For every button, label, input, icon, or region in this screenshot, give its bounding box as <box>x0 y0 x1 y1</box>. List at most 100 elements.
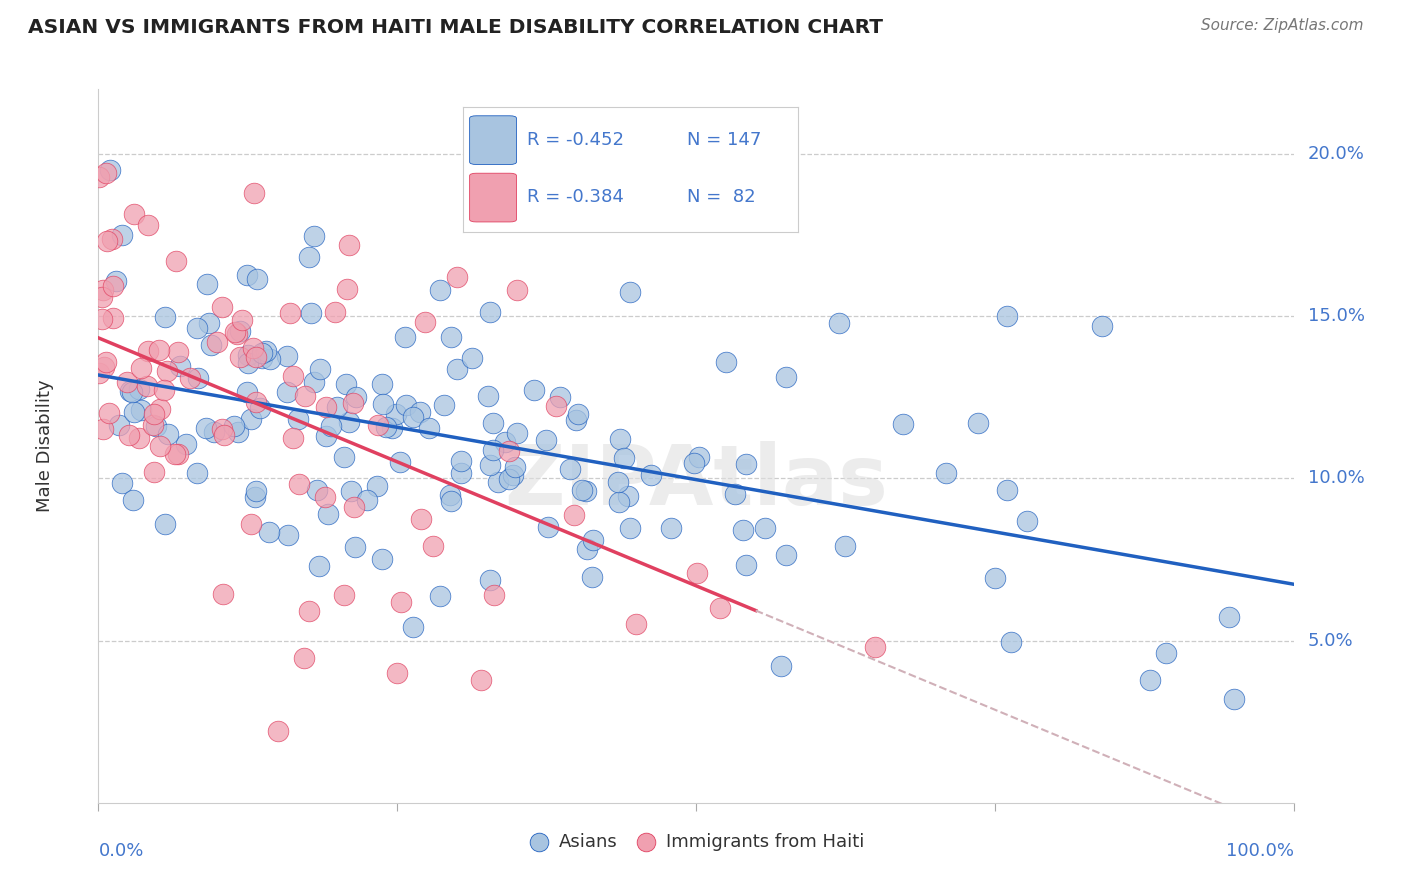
Point <box>967 416 990 430</box>
Point <box>356 492 378 507</box>
Point <box>688 450 710 464</box>
Point <box>156 427 179 442</box>
Point <box>564 413 586 427</box>
Point <box>775 548 797 562</box>
Point <box>179 371 201 385</box>
Point <box>315 429 337 443</box>
Point <box>413 315 436 329</box>
Point <box>145 419 167 434</box>
Point <box>607 495 630 509</box>
Point <box>775 369 797 384</box>
Point <box>166 345 188 359</box>
Point <box>205 335 228 350</box>
Point <box>935 466 957 480</box>
Point <box>166 447 188 461</box>
Point <box>537 519 560 533</box>
Point <box>440 494 463 508</box>
Point <box>370 551 392 566</box>
Point <box>394 329 416 343</box>
Point <box>409 405 432 419</box>
Point <box>288 477 311 491</box>
Point <box>222 419 245 434</box>
Point <box>659 521 682 535</box>
Point <box>156 364 179 378</box>
Point <box>142 418 165 433</box>
Point <box>120 384 142 398</box>
Point <box>316 508 339 522</box>
Point <box>581 570 603 584</box>
Point <box>259 524 281 539</box>
Point <box>558 462 581 476</box>
Point <box>1218 610 1240 624</box>
Point <box>197 277 219 292</box>
Point <box>446 362 468 376</box>
Point <box>254 343 277 358</box>
Point <box>502 467 524 482</box>
Point <box>267 724 290 739</box>
Point <box>226 327 249 342</box>
Point <box>769 658 792 673</box>
Point <box>339 238 361 252</box>
Point <box>128 431 150 445</box>
Text: Source: ZipAtlas.com: Source: ZipAtlas.com <box>1201 18 1364 33</box>
Point <box>200 338 222 352</box>
Point <box>1139 673 1161 687</box>
Point <box>148 343 170 358</box>
Point <box>129 402 152 417</box>
Point <box>567 407 589 421</box>
Point <box>319 419 342 434</box>
Point <box>450 467 472 481</box>
Point <box>381 421 404 435</box>
Point <box>734 457 756 471</box>
Point <box>101 232 124 246</box>
Point <box>546 399 568 413</box>
Point <box>506 426 529 441</box>
Text: 15.0%: 15.0% <box>1308 307 1365 326</box>
Point <box>418 421 440 435</box>
Point <box>731 524 754 538</box>
Point <box>450 454 472 468</box>
Point <box>93 422 115 436</box>
Point <box>477 389 499 403</box>
Point <box>470 673 492 687</box>
Point <box>479 458 502 473</box>
Point <box>101 279 124 293</box>
Point <box>505 460 527 475</box>
Point <box>186 321 208 335</box>
Point <box>136 219 159 233</box>
Point <box>754 521 776 535</box>
Point <box>336 282 359 296</box>
Point <box>486 475 509 489</box>
Point <box>111 476 134 491</box>
Point <box>343 540 366 554</box>
Point <box>277 528 299 542</box>
Point <box>402 620 425 634</box>
Point <box>461 351 484 365</box>
Point <box>607 475 630 489</box>
Point <box>440 330 463 344</box>
Point <box>211 300 233 314</box>
Point <box>231 313 253 327</box>
Point <box>104 274 127 288</box>
Point <box>174 437 197 451</box>
Point <box>422 539 444 553</box>
Point <box>429 590 451 604</box>
Point <box>302 375 325 389</box>
Point <box>1223 692 1246 706</box>
Point <box>108 417 131 432</box>
Point <box>242 341 264 355</box>
Point <box>124 207 146 221</box>
Point <box>385 666 409 681</box>
Point <box>236 356 259 370</box>
Point <box>576 542 599 557</box>
Point <box>1015 514 1038 528</box>
Point <box>240 516 263 531</box>
Point <box>276 384 298 399</box>
Point <box>995 310 1018 324</box>
Point <box>339 484 361 499</box>
Point <box>276 349 298 363</box>
Point <box>252 346 274 360</box>
Point <box>143 466 166 480</box>
Point <box>94 355 117 369</box>
Point <box>187 371 209 385</box>
